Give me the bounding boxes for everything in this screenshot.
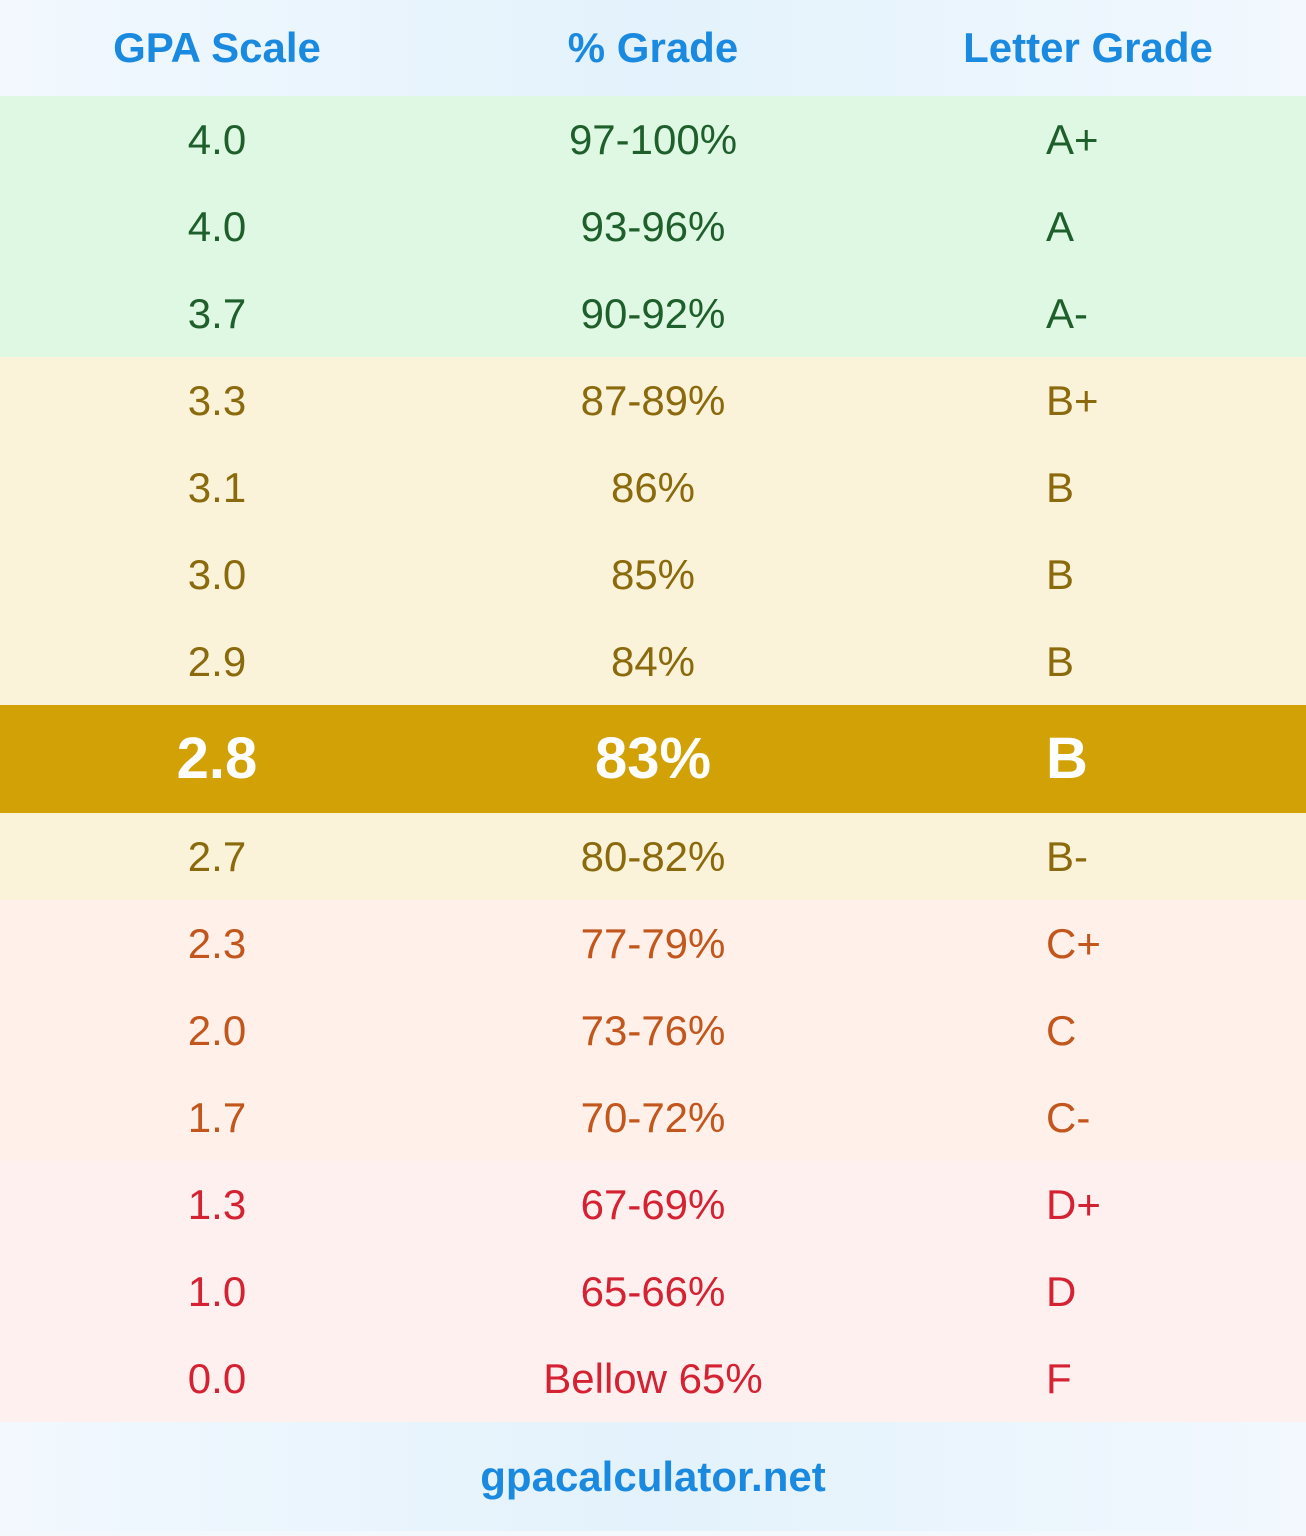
table-cell: B+ — [1046, 377, 1099, 424]
table-cell: 2.3 — [187, 920, 247, 967]
table-cell: A- — [1046, 290, 1088, 337]
table-cell: 1.3 — [187, 1181, 247, 1228]
row-group: 2.7 80-82% B- — [0, 813, 1306, 900]
table-cell: 3.1 — [187, 464, 247, 511]
row-group: 2.8 83% B — [0, 705, 1306, 813]
table-row: 1.3 67-69% D+ — [0, 1161, 1306, 1248]
table-cell: C — [1046, 1007, 1077, 1054]
table-cell: A+ — [1046, 116, 1099, 163]
table-cell: 0.0 — [187, 1355, 247, 1402]
table-cell: B — [1046, 551, 1075, 598]
table-row: 1.0 65-66% D — [0, 1248, 1306, 1335]
table-cell: 97-100% — [568, 116, 738, 163]
table-row: 3.0 85% B — [0, 531, 1306, 618]
table-row: 2.0 73-76% C — [0, 987, 1306, 1074]
table-cell: 2.9 — [187, 638, 247, 685]
table-cell: 4.0 — [187, 203, 247, 250]
table-cell: D+ — [1046, 1181, 1101, 1228]
table-cell: 93-96% — [580, 203, 726, 250]
row-group: 1.3 67-69% D+ 1.0 65-66% D 0.0 Bellow 65% F — [0, 1161, 1306, 1422]
table-row: 0.0 Bellow 65% F — [0, 1335, 1306, 1422]
table-cell: B — [1046, 726, 1088, 791]
table-cell: 1.7 — [187, 1094, 247, 1141]
table-header: GPA Scale % Grade Letter Grade — [0, 0, 1306, 96]
table-cell: 1.0 — [187, 1268, 247, 1315]
table-cell: 77-79% — [580, 920, 726, 967]
table-cell: 85% — [610, 551, 696, 598]
table-cell: 2.8 — [176, 726, 258, 791]
table-cell: 3.3 — [187, 377, 247, 424]
table-cell: Bellow 65% — [543, 1355, 763, 1402]
table-row: 2.7 80-82% B- — [0, 813, 1306, 900]
row-group: 4.0 97-100% A+ 4.0 93-96% A 3.7 90-92% A- — [0, 96, 1306, 357]
table-row: 3.3 87-89% B+ — [0, 357, 1306, 444]
table-cell: 90-92% — [580, 290, 726, 337]
table-cell: F — [1046, 1355, 1072, 1402]
table-row: 4.0 97-100% A+ — [0, 96, 1306, 183]
table-cell: B — [1046, 464, 1075, 511]
table-row: 2.3 77-79% C+ — [0, 900, 1306, 987]
site-name: gpacalculator.net — [480, 1452, 826, 1500]
column-header: GPA Scale — [113, 24, 321, 71]
table-row: 2.9 84% B — [0, 618, 1306, 705]
table-cell: 73-76% — [580, 1007, 726, 1054]
table-cell: 67-69% — [580, 1181, 726, 1228]
table-row: 1.7 70-72% C- — [0, 1074, 1306, 1161]
table-row: 3.1 86% B — [0, 444, 1306, 531]
table-cell: 83% — [594, 726, 712, 791]
highlighted-row: 2.8 83% B — [0, 705, 1306, 813]
table-cell: C+ — [1046, 920, 1101, 967]
table-cell: 2.7 — [187, 833, 247, 880]
column-header: Letter Grade — [963, 24, 1213, 71]
table-row: 4.0 93-96% A — [0, 183, 1306, 270]
table-cell: 70-72% — [580, 1094, 726, 1141]
table-cell: 65-66% — [580, 1268, 726, 1315]
table-cell: 4.0 — [187, 116, 247, 163]
table-cell: B — [1046, 638, 1075, 685]
footer: gpacalculator.net — [0, 1422, 1306, 1531]
table-cell: A — [1046, 203, 1075, 250]
column-header: % Grade — [567, 24, 739, 71]
table-cell: 3.7 — [187, 290, 247, 337]
table-cell: 86% — [610, 464, 696, 511]
row-group: 3.3 87-89% B+ 3.1 86% B 3.0 85% B 2.9 84% B — [0, 357, 1306, 705]
table-cell: 80-82% — [580, 833, 726, 880]
table-cell: 84% — [610, 638, 696, 685]
table-row: 3.7 90-92% A- — [0, 270, 1306, 357]
table-cell: 87-89% — [580, 377, 726, 424]
table-body: 4.0 97-100% A+ 4.0 93-96% A 3.7 90-92% A- 3.3 87-8… — [0, 96, 1306, 1422]
table-cell: 3.0 — [187, 551, 247, 598]
table-cell: C- — [1046, 1094, 1091, 1141]
table-cell: D — [1046, 1268, 1077, 1315]
table-cell: B- — [1046, 833, 1088, 880]
row-group: 2.3 77-79% C+ 2.0 73-76% C 1.7 70-72% C- — [0, 900, 1306, 1161]
table-cell: 2.0 — [187, 1007, 247, 1054]
